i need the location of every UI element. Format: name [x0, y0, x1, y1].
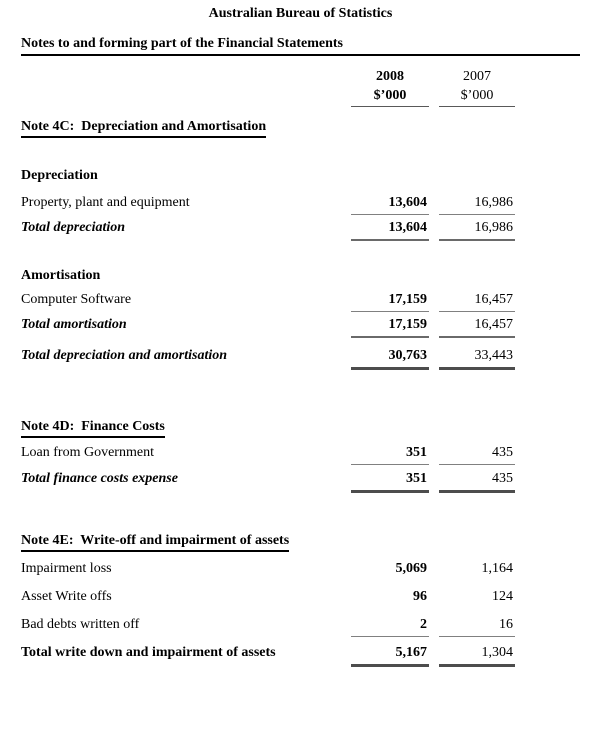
row-label: Asset Write offs — [21, 589, 112, 604]
total-row: Total depreciation 13,604 16,986 — [21, 220, 515, 241]
value-2007: 16,986 — [439, 195, 515, 215]
value-2008: 5,069 — [395, 561, 428, 576]
note-4d-heading: Note 4D: Finance Costs — [21, 419, 165, 438]
row-label: Bad debts written off — [21, 617, 140, 632]
table-row: Property, plant and equipment 13,604 16,… — [21, 195, 515, 215]
grand-total-row: Total write down and impairment of asset… — [21, 645, 515, 667]
value-2007: 124 — [492, 589, 513, 604]
note-4c-section: Note 4C: Depreciation and Amortisation — [21, 119, 515, 138]
value-2008: 96 — [413, 589, 427, 604]
value-2007: 1,304 — [439, 645, 515, 667]
column-year-2008: 2008 — [376, 69, 404, 84]
table-row: Impairment loss 5,069 1,164 — [21, 561, 515, 580]
column-headers: 2008 2007 $’000 $’000 — [21, 69, 580, 107]
note-4d-section: Note 4D: Finance Costs — [21, 419, 515, 438]
note-4e-section: Note 4E: Write-off and impairment of ass… — [21, 533, 515, 552]
table-row: Asset Write offs 96 124 — [21, 589, 515, 608]
org-title: Australian Bureau of Statistics — [208, 6, 393, 21]
row-label: Loan from Government — [21, 445, 154, 460]
section-heading-depreciation: Depreciation — [21, 168, 98, 183]
year-header-row: 2008 2007 — [21, 69, 515, 88]
total-label: Total write down and impairment of asset… — [21, 645, 276, 660]
value-2007: 33,443 — [439, 348, 515, 370]
row-label: Computer Software — [21, 292, 132, 307]
value-2007: 16,457 — [439, 317, 515, 338]
table-row: Loan from Government 351 435 — [21, 445, 515, 465]
table-row: Bad debts written off 2 16 — [21, 617, 515, 637]
value-2008: 30,763 — [351, 348, 429, 370]
value-2008: 2 — [351, 617, 429, 637]
doc-title: Notes to and forming part of the Financi… — [21, 36, 580, 56]
value-2008: 13,604 — [351, 195, 429, 215]
column-year-2007: 2007 — [463, 69, 491, 84]
column-unit-2007: $’000 — [439, 88, 515, 107]
value-2008: 351 — [351, 445, 429, 465]
value-2008: 17,159 — [351, 292, 429, 312]
value-2007: 435 — [439, 445, 515, 465]
value-2007: 16,986 — [439, 220, 515, 241]
value-2007: 1,164 — [481, 561, 514, 576]
row-label: Property, plant and equipment — [21, 195, 190, 210]
value-2008: 13,604 — [351, 220, 429, 241]
value-2008: 5,167 — [351, 645, 429, 667]
table-row: Computer Software 17,159 16,457 — [21, 292, 515, 312]
total-row: Total finance costs expense 351 435 — [21, 471, 515, 493]
grand-total-row: Total depreciation and amortisation 30,7… — [21, 348, 515, 370]
section-heading-amortisation: Amortisation — [21, 268, 101, 283]
total-label: Total finance costs expense — [21, 471, 178, 486]
unit-header-row: $’000 $’000 — [21, 88, 515, 107]
row-label: Impairment loss — [21, 561, 112, 576]
total-label: Total amortisation — [21, 317, 127, 332]
total-label: Total depreciation and amortisation — [21, 348, 228, 363]
note-4c-heading: Note 4C: Depreciation and Amortisation — [21, 119, 267, 138]
note-4e-heading: Note 4E: Write-off and impairment of ass… — [21, 533, 290, 552]
total-label: Total depreciation — [21, 220, 126, 235]
total-row: Total amortisation 17,159 16,457 — [21, 317, 515, 338]
value-2007: 435 — [439, 471, 515, 493]
value-2008: 17,159 — [351, 317, 429, 338]
column-unit-2008: $’000 — [351, 88, 429, 107]
value-2008: 351 — [351, 471, 429, 493]
value-2007: 16 — [439, 617, 515, 637]
value-2007: 16,457 — [439, 292, 515, 312]
